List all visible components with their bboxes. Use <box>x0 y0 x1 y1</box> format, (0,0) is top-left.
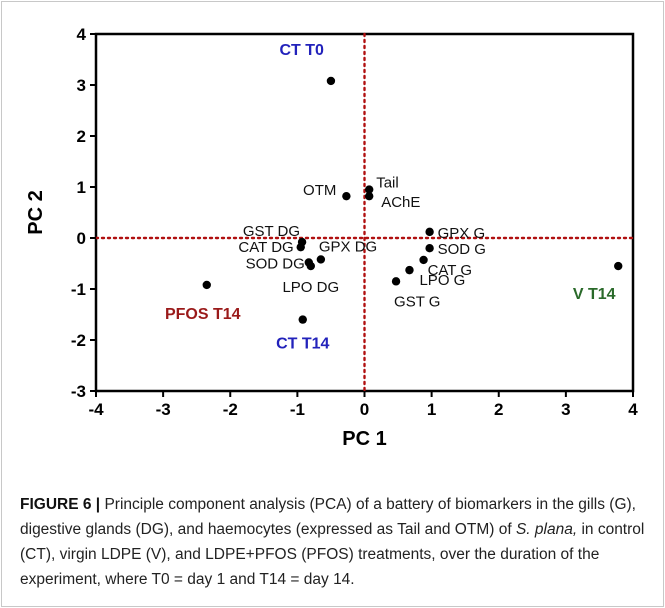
y-tick-label: 0 <box>77 229 86 248</box>
data-point <box>326 76 336 86</box>
data-point <box>316 255 326 264</box>
data-point <box>202 280 211 290</box>
y-tick-label: 3 <box>77 76 86 95</box>
caption-text-part-1: Principle component analysis (PCA) of a … <box>20 496 636 538</box>
point-label: SOD G <box>438 241 486 258</box>
x-tick-label: -4 <box>88 400 104 419</box>
y-tick-label: 2 <box>77 127 86 146</box>
data-point <box>306 261 315 271</box>
y-tick-label: -3 <box>71 382 86 401</box>
point-label: OTM <box>303 182 336 199</box>
x-axis-title: PC 1 <box>342 428 386 450</box>
x-tick-label: -2 <box>223 400 238 419</box>
point-label: PFOS T14 <box>165 306 241 323</box>
point-label: CAT DG <box>238 239 293 256</box>
data-point <box>405 265 414 275</box>
caption-species: S. plana, <box>515 521 578 538</box>
caption-text-part-2: in control (CT), virgin LDPE (V), and LD… <box>20 521 645 588</box>
data-point <box>342 191 351 201</box>
data-point <box>296 242 305 252</box>
data-point <box>425 227 434 237</box>
point-label: GST DG <box>243 223 300 240</box>
y-tick-label: 1 <box>77 178 86 197</box>
data-point <box>419 255 428 265</box>
x-tick-label: -1 <box>290 400 305 419</box>
x-tick-label: -3 <box>156 400 171 419</box>
point-label: GPX DG <box>319 238 377 255</box>
point-label: LPO DG <box>282 279 339 296</box>
y-axis-title: PC 2 <box>25 190 47 234</box>
point-label: GPX G <box>438 225 486 242</box>
point-label: GST G <box>394 293 440 310</box>
point-label: Tail <box>376 175 399 192</box>
x-tick-label: 3 <box>561 400 570 419</box>
data-point <box>614 261 623 271</box>
x-tick-label: 4 <box>628 400 638 419</box>
x-tick-label: 1 <box>427 400 436 419</box>
point-label: SOD DG <box>246 255 305 272</box>
x-tick-label: 0 <box>360 400 369 419</box>
data-point <box>364 191 374 201</box>
y-tick-label: 4 <box>77 25 87 44</box>
data-point <box>364 185 374 194</box>
y-tick-label: -2 <box>71 331 86 350</box>
data-point <box>425 244 434 253</box>
point-label: CT T0 <box>279 42 324 59</box>
data-point <box>298 315 307 324</box>
data-point <box>391 277 401 286</box>
caption-figure-label: FIGURE 6 | <box>20 496 101 513</box>
point-label: CT T14 <box>276 336 329 353</box>
point-label: LPO G <box>419 272 465 289</box>
point-label: AChE <box>381 194 420 211</box>
x-tick-label: 2 <box>494 400 503 419</box>
point-label: V T14 <box>573 286 616 303</box>
figure-caption: FIGURE 6 | Principle component analysis … <box>20 492 648 592</box>
point-label: CAT G <box>428 262 472 279</box>
y-tick-label: -1 <box>71 280 86 299</box>
